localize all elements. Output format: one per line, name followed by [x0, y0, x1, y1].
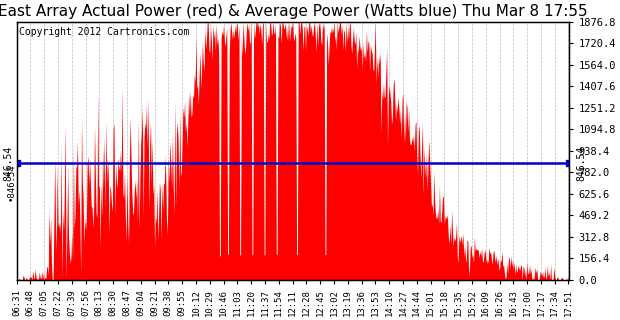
Text: Copyright 2012 Cartronics.com: Copyright 2012 Cartronics.com — [19, 27, 190, 37]
Title: East Array Actual Power (red) & Average Power (Watts blue) Thu Mar 8 17:55: East Array Actual Power (red) & Average … — [0, 4, 588, 19]
Text: 846.54: 846.54 — [576, 146, 587, 181]
Text: 846.54: 846.54 — [4, 146, 14, 181]
Text: •846.54: •846.54 — [7, 164, 16, 201]
